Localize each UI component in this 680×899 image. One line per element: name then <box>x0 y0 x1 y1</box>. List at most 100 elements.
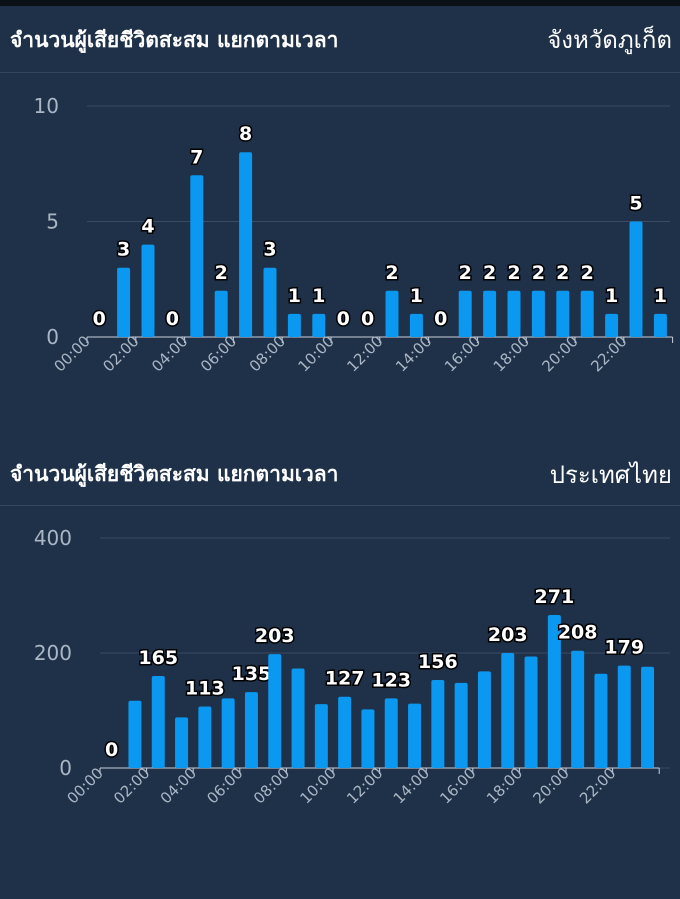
data-label: 208 <box>558 622 598 644</box>
data-label: 156 <box>418 651 458 673</box>
bar <box>141 244 155 337</box>
x-tick-label: 10:00 <box>297 764 340 807</box>
y-tick-label: 10 <box>34 94 59 118</box>
bar <box>385 290 399 337</box>
bar <box>117 267 131 337</box>
data-label: 3 <box>263 239 276 261</box>
chart-region-label: ประเทศไทย <box>549 461 672 489</box>
bar <box>531 290 545 337</box>
data-label: 203 <box>488 624 528 646</box>
data-label: 2 <box>385 262 398 284</box>
bar <box>175 717 189 768</box>
bar <box>629 221 643 337</box>
bar <box>198 706 212 768</box>
bar <box>291 668 305 768</box>
data-label: 2 <box>459 262 472 284</box>
x-tick-label: 12:00 <box>343 764 386 807</box>
x-tick-label: 04:00 <box>148 332 191 375</box>
x-tick-label: 22:00 <box>587 332 630 375</box>
bar <box>244 692 258 768</box>
bar <box>239 152 253 337</box>
bar <box>190 175 204 337</box>
data-label: 2 <box>532 262 545 284</box>
data-label: 1 <box>312 285 325 307</box>
x-tick-label: 08:00 <box>246 332 289 375</box>
data-label: 2 <box>483 262 496 284</box>
x-tick-label: 16:00 <box>441 332 484 375</box>
data-label: 165 <box>138 647 178 669</box>
data-label: 203 <box>255 625 295 647</box>
bar <box>263 267 277 337</box>
bar <box>653 313 667 337</box>
bar <box>580 290 594 337</box>
x-tick-label: 02:00 <box>110 764 153 807</box>
data-label: 4 <box>141 216 154 238</box>
data-label: 3 <box>117 239 130 261</box>
bar <box>507 290 521 337</box>
x-tick-label: 22:00 <box>576 764 619 807</box>
x-tick-label: 02:00 <box>99 332 142 375</box>
bar <box>458 290 472 337</box>
bar <box>384 698 398 768</box>
data-label: 1 <box>605 285 618 307</box>
bar <box>524 656 538 768</box>
data-label: 1 <box>410 285 423 307</box>
data-label: 2 <box>215 262 228 284</box>
data-label: 1 <box>654 285 667 307</box>
bar <box>483 290 497 337</box>
data-label: 0 <box>337 308 350 330</box>
x-tick-label: 14:00 <box>392 332 435 375</box>
y-tick-label: 200 <box>34 641 72 665</box>
x-tick-label: 20:00 <box>530 764 573 807</box>
bar-chart-thailand: 0 200 400 0 165 113 135 203 127 123 156 203 271 208 17… <box>34 526 670 807</box>
bar <box>221 698 235 768</box>
bar <box>594 673 608 768</box>
bar <box>361 709 375 768</box>
x-tick-label: 10:00 <box>295 332 338 375</box>
data-label: 135 <box>232 663 272 685</box>
bar <box>431 680 445 768</box>
data-label: 5 <box>629 193 642 215</box>
bar <box>312 313 326 337</box>
bar <box>641 666 655 768</box>
data-label: 123 <box>371 669 411 691</box>
data-label: 0 <box>434 308 447 330</box>
bar <box>501 653 515 768</box>
bar <box>571 650 585 768</box>
y-tick-label: 0 <box>46 325 59 349</box>
x-tick-label: 18:00 <box>490 332 533 375</box>
x-tick-label: 16:00 <box>436 764 479 807</box>
x-tick-label: 06:00 <box>197 332 240 375</box>
data-label: 2 <box>556 262 569 284</box>
data-label: 113 <box>185 677 225 699</box>
status-bar <box>0 0 680 6</box>
x-tick-label: 06:00 <box>203 764 246 807</box>
data-label: 0 <box>166 308 179 330</box>
chart-title: จำนวนผู้เสียชีวิตสะสม แยกตามเวลา <box>10 462 339 486</box>
bar <box>214 290 228 337</box>
bar <box>409 313 423 337</box>
y-tick-label: 5 <box>46 210 59 234</box>
bar <box>617 665 631 768</box>
bar <box>408 703 422 768</box>
data-label: 271 <box>535 586 575 608</box>
bar <box>605 313 619 337</box>
section-divider <box>0 505 680 506</box>
data-label: 179 <box>604 637 644 659</box>
chart-title: จำนวนผู้เสียชีวิตสะสม แยกตามเวลา <box>10 28 339 52</box>
x-tick-label: 08:00 <box>250 764 293 807</box>
x-tick-label: 04:00 <box>157 764 200 807</box>
data-label: 0 <box>105 739 118 761</box>
bar <box>547 615 561 768</box>
x-tick-label: 14:00 <box>390 764 433 807</box>
data-label: 2 <box>507 262 520 284</box>
data-label: 7 <box>190 146 203 168</box>
x-tick-label: 18:00 <box>483 764 526 807</box>
section-divider <box>0 72 680 73</box>
data-label: 0 <box>93 308 106 330</box>
bar <box>338 696 352 768</box>
x-tick-label: 20:00 <box>539 332 582 375</box>
bar <box>477 671 491 768</box>
data-label: 0 <box>361 308 374 330</box>
